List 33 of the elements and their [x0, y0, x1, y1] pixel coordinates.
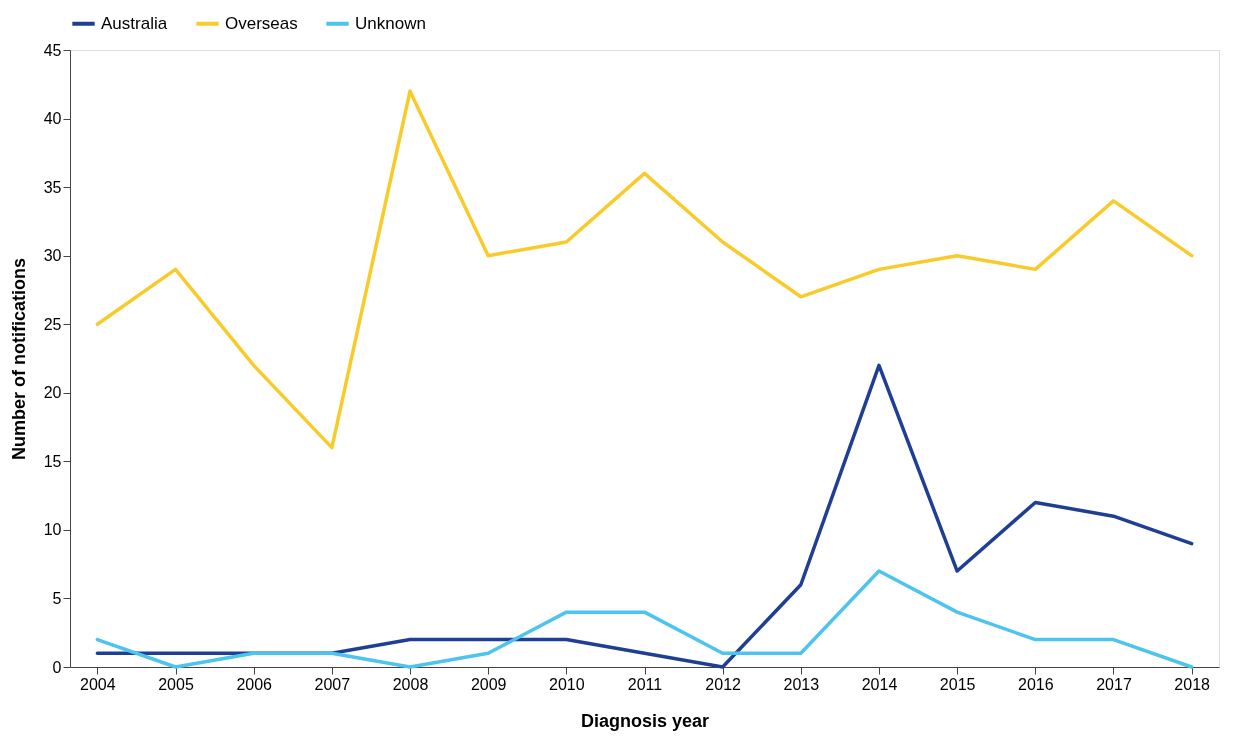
x-tick-label: 2012	[705, 675, 742, 693]
line-series	[95, 569, 1194, 669]
legend-label: Overseas	[225, 13, 298, 33]
x-tick-label: 2007	[314, 675, 351, 693]
x-tick-label: 2013	[783, 675, 820, 693]
y-tick-label: 10	[43, 521, 62, 539]
y-axis-title: Number of notifications	[8, 258, 29, 460]
legend-label: Australia	[101, 13, 168, 33]
y-tick-label: 35	[43, 178, 62, 196]
y-tick-label: 15	[43, 452, 62, 470]
x-tick-label: 2010	[549, 675, 585, 693]
x-tick-label: 2016	[1018, 675, 1054, 693]
y-tick-label: 25	[43, 315, 62, 333]
x-tick-label: 2017	[1096, 675, 1132, 693]
y-tick-label: 5	[52, 589, 62, 607]
line-series	[95, 89, 1194, 450]
x-tick-label: 2004	[80, 675, 116, 693]
x-tick-label: 2015	[939, 675, 976, 693]
y-tick-label: 0	[52, 658, 62, 676]
x-tick-label: 2006	[236, 675, 273, 693]
x-tick-label: 2014	[861, 675, 898, 693]
y-tick-label: 30	[43, 247, 62, 265]
x-tick-label: 2009	[470, 675, 507, 693]
y-tick-label: 45	[43, 41, 62, 59]
line-series	[95, 363, 1194, 669]
legend-label: Unknown	[355, 13, 426, 33]
y-tick-label: 20	[43, 384, 62, 402]
x-tick-label: 2005	[158, 675, 194, 693]
x-tick-label: 2018	[1174, 675, 1211, 693]
x-tick-label: 2011	[627, 675, 663, 693]
x-tick-label: 2008	[392, 675, 429, 693]
x-axis-title: Diagnosis year	[580, 710, 710, 731]
y-tick-label: 40	[43, 110, 62, 128]
